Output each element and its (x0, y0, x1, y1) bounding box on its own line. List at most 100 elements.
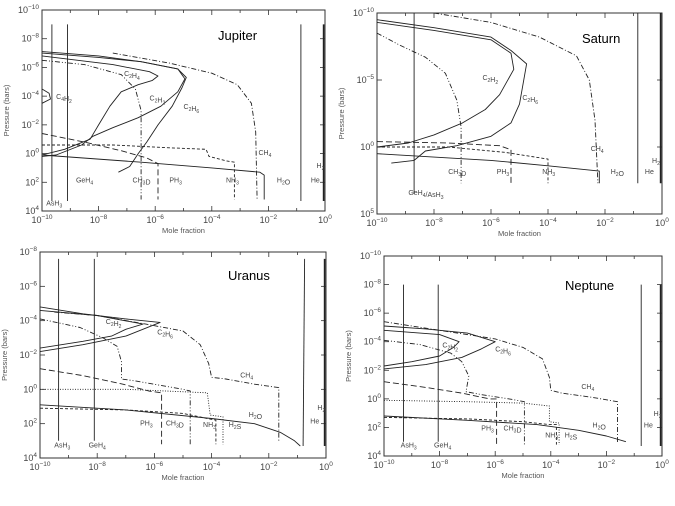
species-label: H2 (654, 411, 662, 420)
series-ph3 (42, 133, 159, 200)
y-tick-label: 100 (360, 141, 374, 152)
series-ch3d (40, 318, 191, 445)
x-tick-label: 10−6 (146, 214, 164, 225)
species-label: C2H4 (124, 71, 140, 82)
species-label: AsH3 (401, 442, 417, 451)
series-ch3d (384, 339, 525, 445)
species-label: AsH3 (46, 200, 62, 209)
series-he (302, 258, 306, 447)
x-tick-label: 100 (319, 461, 333, 472)
species-label: He (644, 422, 653, 429)
y-tick-label: 10−8 (364, 279, 382, 290)
y-tick-label: 10−6 (22, 61, 40, 72)
species-label: NH3 (542, 169, 555, 178)
species-label: GeH4 (434, 442, 451, 451)
species-label: H2 (317, 163, 325, 172)
series-c2h6 (42, 51, 187, 173)
x-tick-label: 10−8 (431, 459, 449, 470)
x-tick-label: 10−8 (90, 214, 108, 225)
panel-neptune: 10−10 10−8 10−6 10−4 10−2 100 10−10 10−8 10−6 10−… (344, 250, 669, 480)
series-nh3 (384, 416, 557, 445)
species-label: H2O (593, 422, 607, 431)
species-label: GeH4 (89, 443, 106, 452)
panel-uranus: 10−10 10−8 10−6 10−4 10−2 100 10−8 10−6 10−4 10−2… (0, 246, 333, 482)
species-label: GeH4/AsH3 (408, 190, 443, 201)
y-tick-label: 10−8 (22, 33, 40, 44)
species-label: C2H6 (495, 347, 511, 358)
x-axis-label: Mole fraction (502, 471, 545, 480)
y-tick-label: 10−2 (22, 119, 40, 130)
species-label: H2 (652, 158, 660, 167)
species-label: AsH3 (54, 443, 70, 452)
species-label: C4H2 (56, 94, 72, 105)
plot-frame (383, 255, 663, 457)
y-tick-label: 10−2 (364, 364, 382, 375)
species-label: C2H6 (522, 95, 538, 106)
species-label: CH4 (591, 146, 604, 155)
species-label: NH3 (203, 422, 216, 431)
series-h2s (384, 399, 560, 445)
y-tick-label: 100 (367, 393, 381, 404)
species-label: CH3D (448, 169, 466, 178)
x-tick-label: 10−6 (486, 459, 504, 470)
series-c4h2 (42, 88, 51, 104)
planet-title: Uranus (228, 268, 270, 283)
species-label: NH3 (545, 432, 558, 441)
x-tick-label: 10−4 (539, 217, 557, 228)
y-tick-label: 10−6 (20, 280, 38, 291)
y-tick-label: 105 (360, 208, 374, 219)
x-tick-label: 10−10 (366, 217, 387, 228)
planet-title: Neptune (565, 278, 614, 293)
y-tick-label: 104 (23, 452, 37, 463)
x-tick-label: 100 (655, 459, 669, 470)
series-c2h4 (42, 55, 159, 156)
series-ph3 (377, 141, 512, 184)
x-tick-label: 10−8 (88, 461, 106, 472)
species-label: He (311, 177, 320, 184)
series-c2h6 (377, 19, 528, 164)
planet-title: Jupiter (218, 28, 258, 43)
y-tick-label: 10−10 (18, 4, 39, 15)
species-label: CH3D (166, 420, 184, 429)
y-tick-label: 104 (367, 450, 381, 461)
series-ch4 (384, 321, 618, 444)
y-tick-label: 10−10 (353, 7, 374, 18)
y-axis-label: Pressure (bars) (2, 84, 11, 136)
y-tick-label: 10−4 (22, 90, 40, 101)
species-label: CH4 (258, 150, 271, 159)
y-tick-label: 10−8 (20, 246, 38, 257)
x-axis-label: Mole fraction (162, 473, 205, 482)
series-c2h2 (377, 21, 515, 148)
series-nh3 (42, 144, 235, 200)
x-axis-label: Mole fraction (498, 229, 541, 238)
species-label: H2O (277, 177, 291, 186)
species-label: CH3D (504, 425, 522, 434)
panel-jupiter: 10−10 10−8 10−6 10−4 10−2 100 10−10 10−8 10−6 10−… (2, 4, 332, 235)
planet-title: Saturn (582, 31, 620, 46)
x-tick-label: 10−10 (373, 459, 394, 470)
x-tick-label: 10−4 (203, 461, 221, 472)
series-ch4 (433, 13, 599, 184)
series-c2h6 (384, 325, 496, 370)
series-nh3 (377, 146, 549, 184)
x-tick-label: 10−2 (596, 217, 614, 228)
y-tick-label: 10−2 (20, 349, 38, 360)
species-label: CH4 (240, 372, 253, 381)
series-ch3d (42, 59, 142, 200)
y-axis-label: Pressure (bars) (337, 87, 346, 139)
panel-saturn: 10−10 10−8 10−6 10−4 10−2 100 10−10 10−5 100 105 M… (337, 7, 669, 238)
species-label: PH3 (169, 177, 182, 186)
x-tick-label: 10−4 (203, 214, 221, 225)
series-c2h2 (40, 309, 144, 349)
species-label: H2S (565, 432, 578, 441)
y-tick-label: 10−4 (20, 315, 38, 326)
y-tick-label: 10−4 (364, 336, 382, 347)
species-label: PH3 (481, 425, 494, 434)
species-label: H2O (611, 169, 625, 178)
species-label: C2H6 (184, 104, 200, 115)
x-tick-label: 10−10 (29, 461, 50, 472)
series-h2o (42, 154, 265, 200)
species-label: C2H2 (442, 342, 458, 353)
series-ch4 (54, 311, 280, 443)
